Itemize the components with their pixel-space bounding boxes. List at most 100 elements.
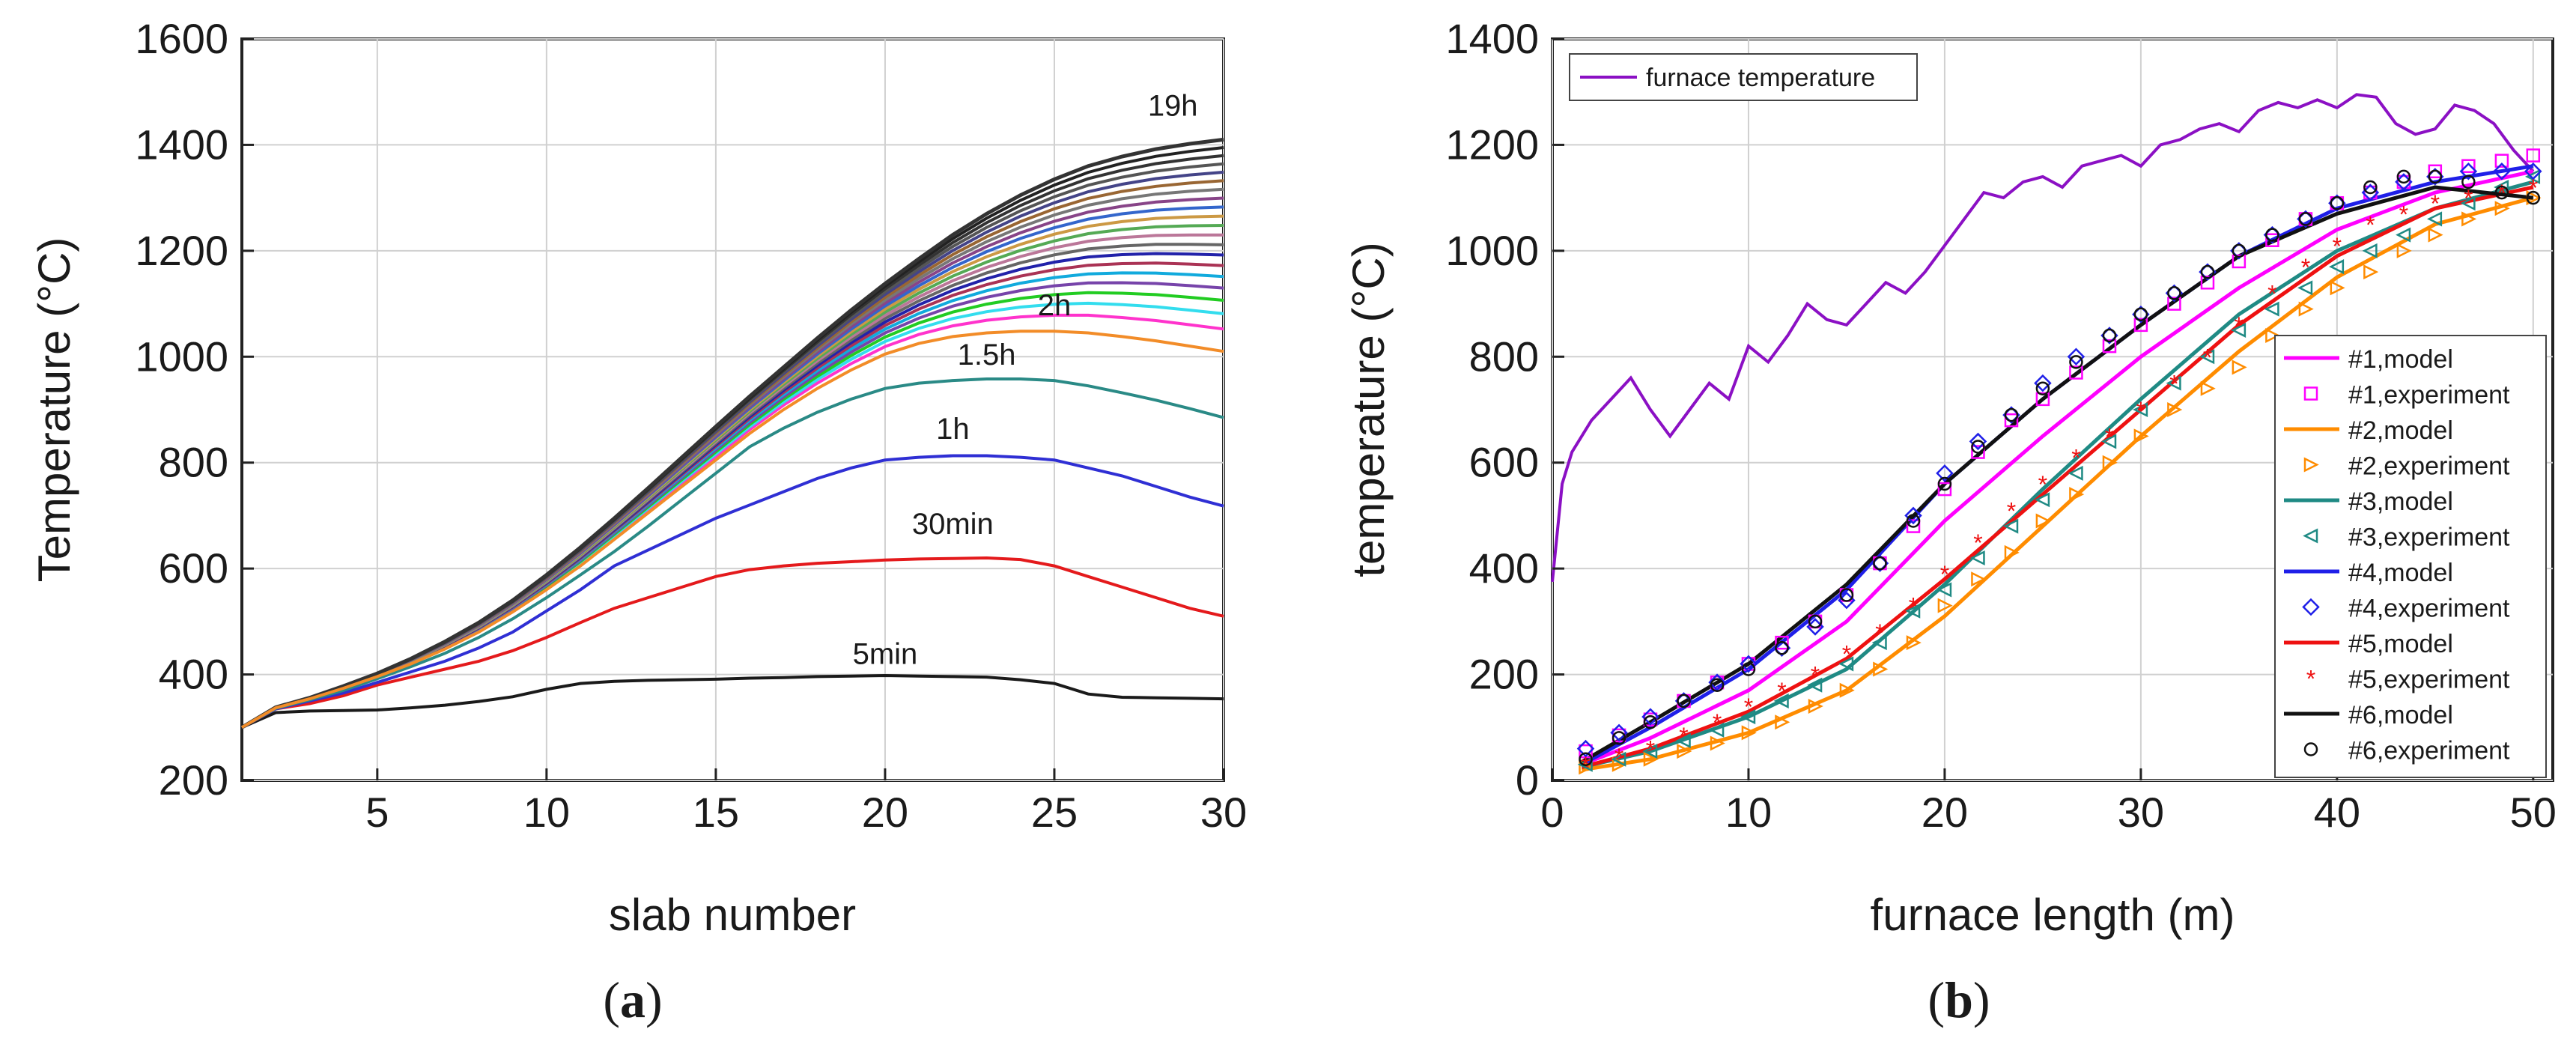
experiment-marker (1839, 588, 1854, 602)
legend-entry: #2,model (2348, 416, 2453, 445)
experiment-marker (2396, 243, 2412, 258)
experiment-marker (1906, 514, 1921, 528)
experiment-marker (2069, 365, 2083, 380)
experiment-marker: * (2267, 280, 2276, 307)
experiment-marker (1971, 440, 1985, 454)
experiment-marker (2133, 401, 2148, 418)
experiment-marker (1838, 656, 1854, 672)
experiment-marker (1808, 614, 1823, 629)
legend-entry: #3,experiment (2348, 524, 2510, 552)
experiment-marker: * (1973, 529, 1982, 556)
experiment-marker (2526, 190, 2541, 205)
experiment-marker (1937, 476, 1952, 491)
experiment-marker (2362, 243, 2378, 258)
experiment-marker (1740, 655, 1758, 673)
experiment-marker (2330, 280, 2345, 296)
experiment-marker: * (2399, 201, 2408, 228)
experiment-marker (2363, 180, 2378, 195)
experiment-marker (2167, 401, 2183, 418)
experiment-marker: * (2105, 423, 2114, 450)
experiment-marker: * (1777, 678, 1786, 705)
experiment-marker: * (2366, 212, 2375, 239)
model-line (1581, 185, 2534, 769)
experiment-marker (1641, 708, 1659, 726)
experiment-marker (1709, 722, 1725, 738)
experiment-marker (2034, 374, 2052, 392)
experiment-marker (1971, 571, 1987, 587)
panel-a-y-axis-title: Temperature (°C) (29, 237, 79, 583)
legend-entry: #4,experiment (2348, 595, 2510, 623)
experiment-marker (1937, 482, 1952, 497)
experiment-marker: * (2169, 371, 2178, 398)
experiment-marker (1740, 709, 1756, 725)
experiment-marker (2199, 349, 2215, 365)
experiment-marker: * (2235, 312, 2244, 339)
legend-swatch: * (2306, 666, 2315, 693)
experiment-marker (1642, 744, 1658, 759)
panel-a-grid (242, 38, 1224, 781)
experiment-marker (1775, 640, 1789, 655)
panel-a-curve-labels: 19h 5min 30min 1h 1.5h 2h (853, 90, 1198, 671)
legend-entry: #2,experiment (2348, 452, 2510, 481)
experiment-marker (1579, 759, 1594, 775)
experiment-marker (2232, 254, 2247, 269)
curve-label: 19h (1148, 90, 1198, 123)
y-tick-label: 1400 (1445, 15, 1539, 62)
panel-a-x-axis-title: slab number (609, 890, 856, 940)
experiment-marker (2427, 211, 2443, 227)
curve-label: 1.5h (958, 339, 1016, 371)
experiment-marker (1675, 732, 1691, 748)
experiment-marker (2068, 465, 2083, 481)
y-tick-label: 1000 (135, 333, 228, 380)
experiment-marker: * (2203, 344, 2212, 371)
y-tick-label: 200 (159, 756, 228, 804)
legend-entry: #5,experiment (2348, 666, 2510, 694)
experiment-marker (2069, 487, 2085, 503)
experiment-marker: * (1811, 662, 1820, 689)
legend-swatch (2303, 742, 2318, 756)
x-tick-label: 15 (693, 789, 739, 836)
experiment-marker (2265, 228, 2279, 242)
experiment-marker (2166, 375, 2181, 391)
curve-label: 5min (853, 637, 918, 670)
experiment-marker (2035, 381, 2050, 395)
experiment-marker (1936, 582, 1952, 598)
experiment-marker (2363, 264, 2379, 280)
curve-label: 30min (912, 508, 994, 541)
experiment-marker: * (2071, 445, 2080, 472)
experiment-marker (2167, 286, 2181, 300)
curve-5min (241, 673, 1224, 729)
experiment-marker (1807, 677, 1823, 693)
experiment-marker (2069, 355, 2083, 369)
x-tick-label: 10 (523, 789, 570, 836)
experiment-marker (1971, 445, 1985, 459)
curve-label: 1h (936, 413, 970, 446)
y-tick-label: 600 (1469, 439, 1539, 486)
experiment-marker (1611, 751, 1626, 767)
panel-b-chart: * * * * * * * * * * * * * * * * * * * * * * * * * * * * * * 0 10 20 30 40… (1343, 15, 2557, 940)
y-tick-label: 1600 (135, 15, 228, 62)
experiment-marker (1579, 752, 1593, 766)
experiment-marker (2524, 163, 2542, 180)
experiment-marker: * (2301, 254, 2310, 281)
experiment-marker (1906, 519, 1921, 533)
experiment-marker (2067, 348, 2086, 366)
x-tick-label: 5 (365, 789, 389, 836)
experiment-marker (2428, 169, 2443, 184)
experiment-marker (1773, 693, 1789, 708)
experiment-marker (2035, 392, 2050, 407)
experiment-marker: * (1646, 736, 1655, 763)
experiment-marker: * (1713, 709, 1722, 736)
experiment-marker (2264, 301, 2279, 317)
experiment-marker (2396, 175, 2411, 189)
panel-a-chart: 19h 5min 30min 1h 1.5h 2h 5 10 15 20 25 30 200 400 60… (29, 15, 1247, 940)
experiment-marker (2526, 148, 2541, 163)
experiment-marker (1873, 556, 1887, 571)
experiment-marker (1904, 506, 1922, 525)
experiment-marker (1741, 657, 1756, 671)
experiment-marker (1611, 731, 1626, 745)
legend-swatch (2302, 598, 2320, 616)
experiment-marker: * (1940, 561, 1949, 588)
furnace-legend-label: furnace temperature (1646, 64, 1875, 92)
experiment-marker (2133, 318, 2148, 333)
